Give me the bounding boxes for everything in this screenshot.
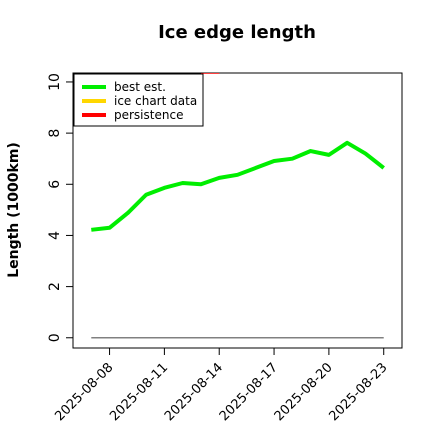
x-tick-label: 2025-08-23 <box>327 360 391 424</box>
x-tick-label: 2025-08-11 <box>107 360 171 424</box>
legend-label: best est. <box>114 80 166 94</box>
legend-label: ice chart data <box>114 94 197 108</box>
chart-title: Ice edge length <box>158 22 316 43</box>
legend-label: persistence <box>114 108 183 122</box>
y-tick-label: 2 <box>47 282 63 291</box>
x-tick-label: 2025-08-14 <box>162 360 226 424</box>
x-tick-label: 2025-08-20 <box>272 360 336 424</box>
y-tick-label: 8 <box>47 129 63 138</box>
y-tick-label: 6 <box>47 180 63 189</box>
series-line <box>91 140 385 232</box>
x-tick-label: 2025-08-08 <box>52 360 116 424</box>
y-tick-label: 10 <box>47 73 63 91</box>
y-tick-label: 4 <box>47 231 63 240</box>
plot-frame <box>72 72 403 349</box>
plot-area <box>91 73 385 339</box>
y-axis-label: Length (1000km) <box>6 142 22 278</box>
x-tick-label: 2025-08-17 <box>217 360 281 424</box>
y-tick-label: 0 <box>47 333 63 342</box>
